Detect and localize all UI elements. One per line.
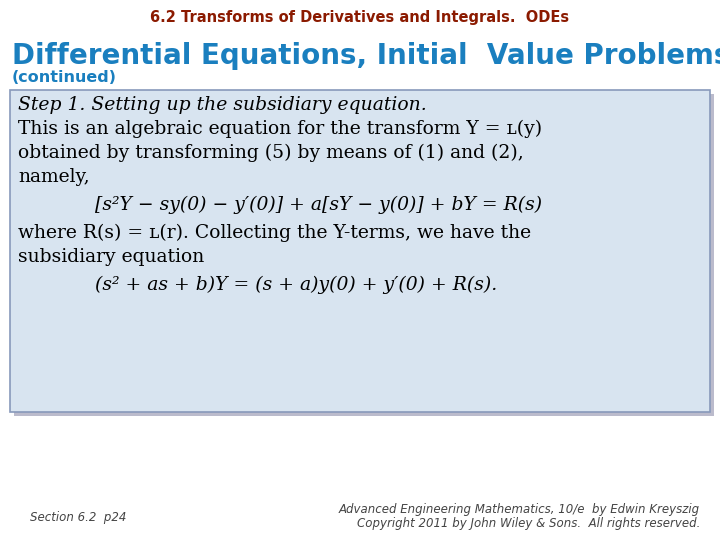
Text: [s²Y − sy(0) − y′(0)] + a[sY − y(0)] + bY = R(s): [s²Y − sy(0) − y′(0)] + a[sY − y(0)] + b… [95, 196, 542, 214]
Text: where R(s) = ʟ(r). Collecting the Y-terms, we have the: where R(s) = ʟ(r). Collecting the Y-term… [18, 224, 531, 242]
Text: (continued): (continued) [12, 70, 117, 85]
Text: namely,: namely, [18, 168, 89, 186]
Text: Differential Equations, Initial  Value Problems: Differential Equations, Initial Value Pr… [12, 42, 720, 70]
FancyBboxPatch shape [14, 94, 714, 416]
FancyBboxPatch shape [10, 90, 710, 412]
Text: Copyright 2011 by John Wiley & Sons.  All rights reserved.: Copyright 2011 by John Wiley & Sons. All… [356, 517, 700, 530]
Text: subsidiary equation: subsidiary equation [18, 248, 204, 266]
Text: 6.2 Transforms of Derivatives and Integrals.  ODEs: 6.2 Transforms of Derivatives and Integr… [150, 10, 570, 25]
Text: This is an algebraic equation for the transform Y = ʟ(y): This is an algebraic equation for the tr… [18, 120, 542, 138]
Text: Section 6.2  p24: Section 6.2 p24 [30, 511, 127, 524]
Text: obtained by transforming (5) by means of (1) and (2),: obtained by transforming (5) by means of… [18, 144, 523, 162]
Text: (s² + as + b)Y = (s + a)y(0) + y′(0) + R(s).: (s² + as + b)Y = (s + a)y(0) + y′(0) + R… [95, 276, 498, 294]
Text: Advanced Engineering Mathematics, 10/e  by Edwin Kreyszig: Advanced Engineering Mathematics, 10/e b… [339, 503, 700, 516]
Text: Step 1. Setting up the subsidiary equation.: Step 1. Setting up the subsidiary equati… [18, 96, 427, 114]
